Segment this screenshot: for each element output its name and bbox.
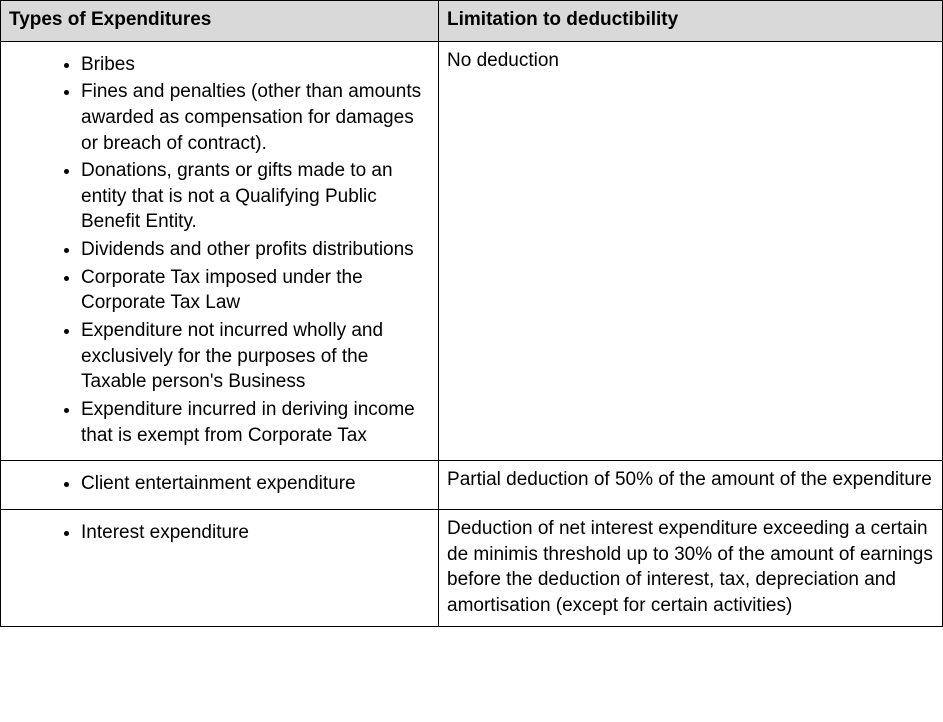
list-item: Interest expenditure bbox=[81, 520, 430, 546]
list-item: Dividends and other profits distribution… bbox=[81, 237, 430, 263]
types-list: Interest expenditure bbox=[9, 520, 430, 546]
types-list: Bribes Fines and penalties (other than a… bbox=[9, 52, 430, 449]
col-header-limitation: Limitation to deductibility bbox=[439, 1, 943, 42]
table-row: Interest expenditure Deduction of net in… bbox=[1, 509, 943, 627]
list-item: Client entertainment expenditure bbox=[81, 471, 430, 497]
cell-limitation: Partial deduction of 50% of the amount o… bbox=[439, 461, 943, 510]
list-item: Expenditure not incurred wholly and excl… bbox=[81, 318, 430, 395]
cell-limitation: Deduction of net interest expenditure ex… bbox=[439, 509, 943, 627]
table-header-row: Types of Expenditures Limitation to dedu… bbox=[1, 1, 943, 42]
table-row: Bribes Fines and penalties (other than a… bbox=[1, 41, 943, 461]
cell-types: Interest expenditure bbox=[1, 509, 439, 627]
types-list: Client entertainment expenditure bbox=[9, 471, 430, 497]
list-item: Fines and penalties (other than amounts … bbox=[81, 79, 430, 156]
cell-types: Bribes Fines and penalties (other than a… bbox=[1, 41, 439, 461]
cell-limitation: No deduction bbox=[439, 41, 943, 461]
list-item: Bribes bbox=[81, 52, 430, 78]
list-item: Donations, grants or gifts made to an en… bbox=[81, 158, 430, 235]
table-row: Client entertainment expenditure Partial… bbox=[1, 461, 943, 510]
list-item: Expenditure incurred in deriving income … bbox=[81, 397, 430, 448]
expenditure-table: Types of Expenditures Limitation to dedu… bbox=[0, 0, 943, 627]
col-header-types: Types of Expenditures bbox=[1, 1, 439, 42]
page-wrap: Types of Expenditures Limitation to dedu… bbox=[0, 0, 943, 627]
cell-types: Client entertainment expenditure bbox=[1, 461, 439, 510]
list-item: Corporate Tax imposed under the Corporat… bbox=[81, 265, 430, 316]
